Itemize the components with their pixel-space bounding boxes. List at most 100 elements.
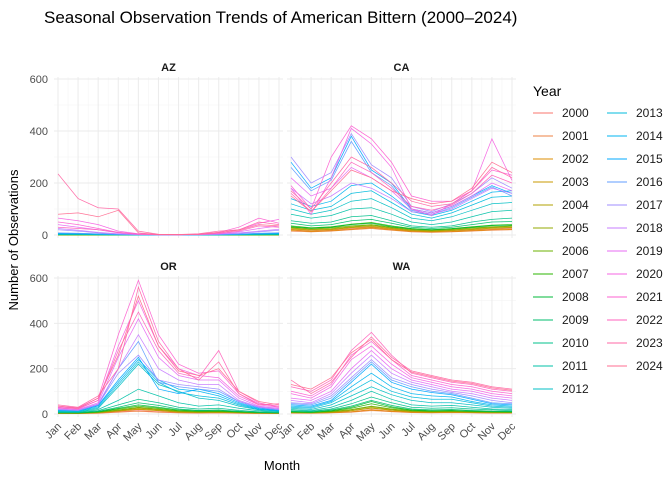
series-line-ca-2002 [290,227,513,233]
y-tick-label: 600 [30,74,48,86]
legend-item-2006: 2006 [533,244,589,258]
series-line-ca-2004 [290,225,513,232]
legend-label: 2004 [562,198,589,212]
legend-label: 2024 [636,359,663,373]
legend-label: 2005 [562,221,589,235]
legend-label: 2019 [636,244,663,258]
series-line-ca-2009 [290,219,513,229]
series-line-or-2009 [58,402,280,413]
legend-item-2018: 2018 [607,221,663,235]
legend-label: 2002 [562,152,589,166]
x-tick-label: Oct [224,421,245,442]
legend-label: 2016 [636,175,663,189]
legend-item-2005: 2005 [533,221,589,235]
series-line-wa-2016 [290,361,513,406]
legend-label: 2021 [636,290,663,304]
series-line-az-2024 [57,209,280,236]
x-tick-label: Sep [203,421,225,443]
series-line-wa-2018 [290,354,513,404]
legend: Year 2000 2001 2002 2003 2004 2005 2006 2007 200… [533,83,663,396]
legend-item-2002: 2002 [533,152,589,166]
x-tick-label: Aug [415,421,437,443]
legend-label: 2009 [562,313,589,327]
legend-item-2003: 2003 [533,175,589,189]
facet-panel-ca: CA [287,62,516,238]
series-line-wa-2013 [290,379,513,409]
x-tick-label: Jun [144,421,165,442]
series-line-ca-2005 [290,224,513,232]
legend-label: 2000 [562,106,589,120]
legend-label: 2017 [636,198,663,212]
series-line-wa-2023 [290,336,513,395]
series-line-ca-2008 [290,222,513,231]
series-line-or-2019 [57,317,280,410]
series-line-wa-2008 [290,401,513,413]
x-tick-label: Apr [337,420,358,441]
legend-item-2019: 2019 [607,244,663,258]
series-line-wa-2010 [290,396,513,412]
series-line-ca-2013 [290,190,513,219]
y-tick-label: 600 [30,273,48,285]
y-tick-label: 200 [30,178,48,190]
facet-strip-label: AZ [161,62,176,74]
legend-label: 2023 [636,336,663,350]
legend-item-2017: 2017 [607,198,663,212]
legend-item-2013: 2013 [607,106,663,120]
legend-item-2004: 2004 [533,198,589,212]
legend-item-2012: 2012 [533,382,589,396]
series-line-wa-2009 [290,400,513,413]
x-tick-label: Apr [104,420,125,441]
legend-item-2020: 2020 [607,267,663,281]
x-tick-label: Nov [243,420,266,443]
x-tick-label: May [354,420,378,444]
y-tick-label: 400 [30,126,48,138]
y-tick-label: 400 [30,318,48,330]
series-line-wa-2024 [290,338,513,391]
series-line-wa-2021 [290,341,513,397]
legend-item-2021: 2021 [607,290,663,304]
legend-label: 2018 [636,221,663,235]
series-line-ca-2019 [290,166,513,214]
series-line-ca-2023 [290,156,513,210]
legend-item-2010: 2010 [533,336,589,350]
series-line-ca-2012 [290,198,513,222]
legend-item-2014: 2014 [607,129,663,143]
series-line-wa-2015 [290,363,513,407]
series-line-ca-2007 [290,222,513,231]
facet-panel-az: AZ 0 200 400 600 [30,62,283,242]
legend-item-2016: 2016 [607,175,663,189]
x-tick-label: Mar [315,420,337,442]
y-tick-label: 200 [30,364,48,376]
legend-label: 2007 [562,267,589,281]
x-tick-label: Feb [295,421,317,443]
legend-item-2024: 2024 [607,359,663,373]
legend-label: 2010 [562,336,589,350]
series-line-wa-2012 [290,386,513,410]
x-axis-title: Month [264,458,300,473]
x-tick-label: Oct [457,421,478,442]
series-line-wa-2019 [290,349,513,401]
series-line-wa-2011 [290,390,513,411]
x-tick-label: Nov [476,420,499,443]
x-tick-label: Sep [436,421,458,443]
legend-title: Year [533,83,562,99]
series-line-or-2017 [57,354,280,411]
x-tick-label: Jul [399,421,417,439]
x-tick-label: May [121,420,145,444]
y-tick-label: 0 [42,230,48,242]
series-line-or-2013 [57,361,280,412]
legend-item-2009: 2009 [533,313,589,327]
legend-label: 2012 [562,382,589,396]
series-line-ca-2006 [290,224,513,231]
series-line-ca-2003 [290,226,513,232]
legend-label: 2011 [562,359,588,373]
series-line-or-2015 [57,356,280,412]
legend-label: 2013 [636,106,663,120]
legend-label: 2006 [562,244,589,258]
x-tick-label: Jun [377,421,398,442]
legend-item-2000: 2000 [533,106,589,120]
legend-label: 2001 [562,129,589,143]
